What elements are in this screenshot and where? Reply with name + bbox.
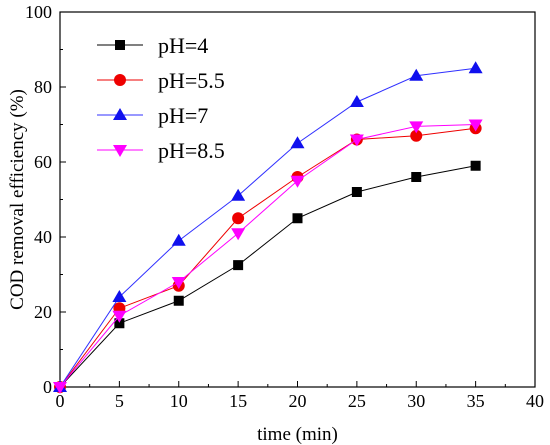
y-tick-label: 40 bbox=[34, 227, 52, 247]
legend-entry: pH=7 bbox=[97, 103, 208, 128]
data-point bbox=[411, 172, 422, 182]
data-point bbox=[233, 260, 244, 271]
series-line bbox=[59, 127, 476, 388]
x-tick-label: 10 bbox=[170, 391, 188, 411]
y-tick-label: 0 bbox=[43, 377, 52, 397]
y-axis-label: COD removal efficiency (%) bbox=[7, 89, 28, 310]
legend-entry: pH=4 bbox=[97, 33, 208, 58]
series-1 bbox=[55, 160, 481, 392]
x-tick-label: 5 bbox=[115, 391, 124, 411]
x-tick-label: 35 bbox=[467, 391, 485, 411]
data-point bbox=[349, 95, 364, 107]
data-point bbox=[290, 175, 305, 188]
x-axis-label: time (min) bbox=[257, 424, 338, 445]
data-point bbox=[290, 136, 305, 149]
x-tick-label: 25 bbox=[348, 391, 366, 411]
legend-marker bbox=[113, 145, 127, 157]
legend-entry: pH=5.5 bbox=[97, 68, 225, 93]
series-4 bbox=[53, 119, 483, 394]
y-tick-label: 60 bbox=[34, 152, 52, 172]
series-3 bbox=[53, 61, 483, 392]
data-point bbox=[351, 187, 362, 197]
data-point bbox=[409, 121, 424, 134]
data-point bbox=[171, 277, 186, 289]
data-point bbox=[349, 134, 364, 147]
legend-marker bbox=[115, 40, 125, 50]
series-line bbox=[59, 124, 476, 388]
data-point bbox=[171, 233, 186, 246]
data-point bbox=[112, 290, 127, 302]
y-tick-label: 80 bbox=[34, 77, 52, 97]
data-point bbox=[409, 68, 424, 81]
legend-label: pH=8.5 bbox=[158, 138, 225, 163]
legend-label: pH=4 bbox=[158, 33, 208, 58]
legend-marker bbox=[114, 74, 126, 86]
legend-label: pH=5.5 bbox=[158, 68, 225, 93]
legend-label: pH=7 bbox=[158, 103, 208, 128]
x-tick-label: 40 bbox=[526, 391, 544, 411]
data-point bbox=[468, 119, 483, 132]
x-tick-label: 15 bbox=[229, 391, 247, 411]
axes: 0 5 10 15 20 25 30 35 40 0 20 40 60 80 100 bbox=[25, 2, 544, 411]
legend: pH=4 pH=5.5 pH=7 pH=8.5 bbox=[97, 33, 225, 163]
data-point bbox=[114, 318, 125, 329]
data-point bbox=[470, 160, 481, 171]
data-point bbox=[232, 212, 245, 225]
x-tick-label: 20 bbox=[289, 391, 307, 411]
data-point bbox=[112, 310, 127, 323]
legend-entry: pH=8.5 bbox=[97, 138, 225, 163]
y-tick-label: 100 bbox=[25, 2, 52, 22]
data-point bbox=[231, 188, 246, 201]
y-tick-label: 20 bbox=[34, 302, 52, 322]
plot-frame bbox=[59, 11, 536, 388]
data-point bbox=[292, 213, 303, 224]
series-line bbox=[59, 67, 476, 388]
data-point bbox=[53, 382, 67, 394]
data-point bbox=[231, 228, 246, 241]
series-2 bbox=[54, 122, 482, 393]
legend-marker bbox=[113, 108, 127, 120]
plot-area bbox=[53, 61, 483, 394]
x-tick-label: 30 bbox=[407, 391, 425, 411]
series-line bbox=[59, 165, 476, 388]
data-point bbox=[410, 129, 423, 142]
x-tick-label: 0 bbox=[56, 391, 65, 411]
data-point bbox=[468, 61, 483, 74]
data-point bbox=[173, 295, 184, 306]
